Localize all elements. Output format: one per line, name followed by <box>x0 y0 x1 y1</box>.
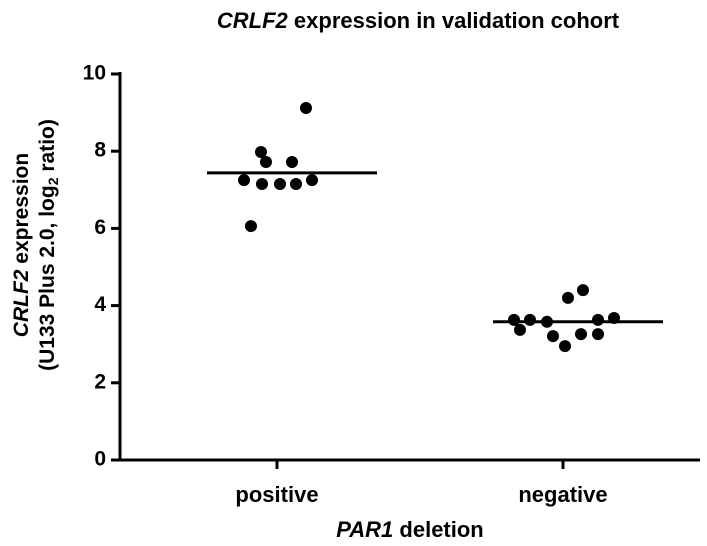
chart-title: CRLF2 expression in validation cohort <box>217 8 620 33</box>
y-tick-label: 0 <box>94 448 106 471</box>
data-point <box>559 340 571 353</box>
data-point <box>508 313 520 326</box>
data-point <box>575 328 587 341</box>
data-point <box>274 178 286 191</box>
data-point <box>290 178 302 191</box>
data-point <box>260 156 272 169</box>
data-point <box>286 156 298 169</box>
x-axis-label: PAR1 deletion <box>336 517 484 542</box>
data-point <box>238 174 250 187</box>
data-point <box>514 323 526 336</box>
x-tick-label: positive <box>235 482 318 507</box>
y-label-text: expression <box>10 153 33 270</box>
title-text: expression in validation cohort <box>288 8 620 33</box>
x-label-gene: PAR1 <box>336 517 393 542</box>
y-tick-label: 4 <box>94 293 106 316</box>
y-label-gene: CRLF2 <box>10 269 33 337</box>
data-point <box>547 330 559 343</box>
y-axis-label: CRLF2 expression <box>10 153 33 337</box>
y-tick-label: 8 <box>94 139 106 162</box>
data-point <box>245 220 257 233</box>
data-point <box>255 145 267 158</box>
data-point <box>562 291 574 304</box>
data-point <box>524 313 536 326</box>
y-axis-label: (U133 Plus 2.0, log2 ratio) <box>36 119 61 371</box>
title-gene: CRLF2 <box>217 8 289 33</box>
x-tick-label: negative <box>518 482 607 507</box>
data-point <box>256 178 268 191</box>
data-point <box>592 313 604 326</box>
x-label-text: deletion <box>393 517 483 542</box>
data-point <box>306 174 318 187</box>
y-tick-label: 2 <box>94 370 106 393</box>
y-label-text: (U133 Plus 2.0, log <box>36 185 59 371</box>
data-point <box>577 284 589 297</box>
y-label-subscript: 2 <box>45 177 61 185</box>
data-point <box>592 328 604 341</box>
y-tick-label: 10 <box>83 62 106 85</box>
y-tick-label: 6 <box>94 216 106 239</box>
data-point <box>300 101 312 114</box>
y-label-text: ratio) <box>36 119 59 177</box>
